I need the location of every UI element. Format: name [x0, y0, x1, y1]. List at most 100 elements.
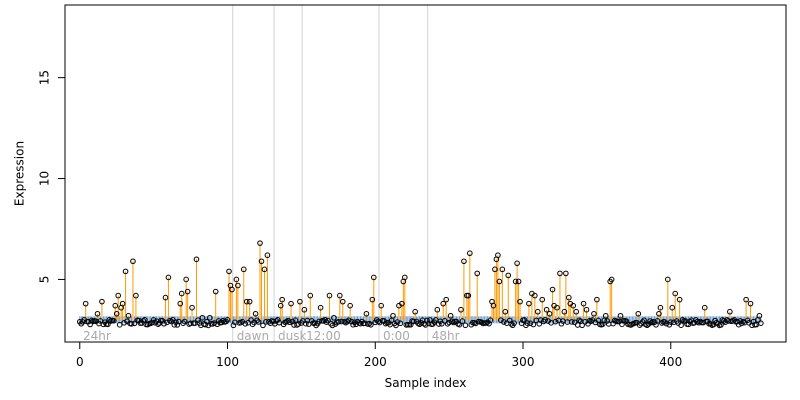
data-point — [348, 318, 355, 325]
data-point — [235, 282, 241, 289]
data-point — [645, 321, 652, 327]
data-point — [570, 302, 577, 309]
x-tick-label: 200 — [364, 355, 387, 369]
data-point — [363, 310, 370, 317]
x-axis-label: Sample index — [385, 376, 467, 390]
data-point — [514, 260, 520, 267]
data-point — [171, 322, 178, 328]
data-point — [583, 306, 590, 313]
data-point — [242, 321, 249, 327]
data-point — [508, 321, 514, 327]
data-point — [580, 300, 587, 307]
data-point — [758, 320, 764, 326]
data-point — [465, 292, 472, 299]
data-point — [113, 310, 120, 317]
data-point — [462, 322, 469, 329]
data-point — [608, 276, 615, 283]
data-point — [623, 318, 630, 324]
data-point — [492, 266, 498, 273]
stems — [85, 243, 760, 320]
data-point — [257, 240, 263, 246]
data-point — [756, 312, 763, 319]
data-point — [490, 302, 497, 309]
data-point — [240, 266, 247, 273]
data-point — [116, 322, 123, 328]
data-point — [199, 314, 206, 321]
data-point — [444, 321, 451, 327]
data-point — [337, 292, 343, 299]
data-point — [177, 300, 184, 307]
data-point — [496, 278, 503, 285]
data-point — [707, 321, 714, 327]
data-point — [110, 317, 117, 324]
data-point — [665, 276, 671, 283]
data-point — [130, 258, 136, 265]
data-point — [397, 320, 404, 327]
data-point — [534, 308, 541, 315]
data-point — [329, 322, 336, 329]
data-point — [131, 320, 138, 327]
data-point — [366, 320, 373, 327]
data-points — [76, 240, 764, 329]
plot-frame — [64, 4, 787, 343]
data-point — [558, 320, 565, 327]
data-point — [297, 298, 303, 305]
data-point — [458, 306, 464, 313]
data-point — [461, 258, 467, 265]
data-point — [393, 322, 399, 329]
data-point — [517, 298, 523, 305]
data-point — [260, 322, 266, 329]
data-point — [295, 321, 302, 327]
data-point — [549, 286, 556, 293]
data-point — [390, 312, 396, 319]
data-point — [368, 321, 374, 328]
data-point — [727, 308, 733, 315]
data-point — [115, 292, 121, 299]
data-point — [474, 270, 481, 277]
data-point — [532, 292, 538, 299]
data-point — [301, 306, 308, 313]
data-point — [183, 276, 189, 283]
data-point — [546, 310, 553, 317]
data-point — [399, 300, 405, 307]
data-point — [410, 318, 417, 325]
data-point — [279, 296, 285, 303]
data-point — [335, 318, 342, 325]
data-point — [94, 310, 101, 317]
data-point — [325, 317, 331, 324]
data-point — [162, 294, 169, 301]
data-point — [636, 322, 643, 328]
data-point — [656, 310, 662, 317]
data-point — [467, 250, 473, 257]
group-label-1200: 12:00 — [306, 329, 341, 343]
y-axis: 5 10 15 — [38, 70, 66, 283]
data-point — [667, 319, 674, 325]
data-point — [122, 268, 129, 275]
data-point — [412, 308, 418, 315]
data-point — [258, 258, 265, 265]
data-point — [669, 304, 676, 311]
data-point — [326, 292, 333, 299]
data-point — [402, 274, 408, 281]
data-point — [524, 320, 531, 326]
data-point — [568, 319, 575, 325]
x-tick-label: 300 — [512, 355, 535, 369]
data-point — [487, 317, 494, 323]
data-point — [369, 296, 376, 303]
data-point — [128, 321, 135, 327]
data-point — [165, 274, 172, 281]
data-point — [82, 300, 89, 307]
y-tick-label: 15 — [38, 70, 52, 85]
group-label-000: 0:00 — [383, 329, 410, 343]
data-point — [438, 320, 445, 327]
data-point — [233, 276, 240, 283]
data-point — [173, 319, 179, 325]
group-label-dawn: dawn — [237, 329, 269, 343]
data-point — [678, 322, 684, 329]
data-point — [579, 322, 585, 329]
data-point — [307, 292, 314, 299]
data-point — [543, 306, 550, 313]
data-point — [394, 319, 401, 325]
x-tick-label: 100 — [216, 355, 239, 369]
